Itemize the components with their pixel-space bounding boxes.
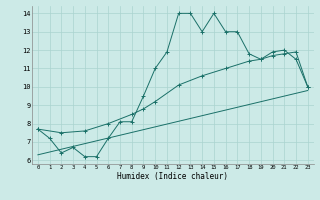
X-axis label: Humidex (Indice chaleur): Humidex (Indice chaleur) <box>117 172 228 181</box>
